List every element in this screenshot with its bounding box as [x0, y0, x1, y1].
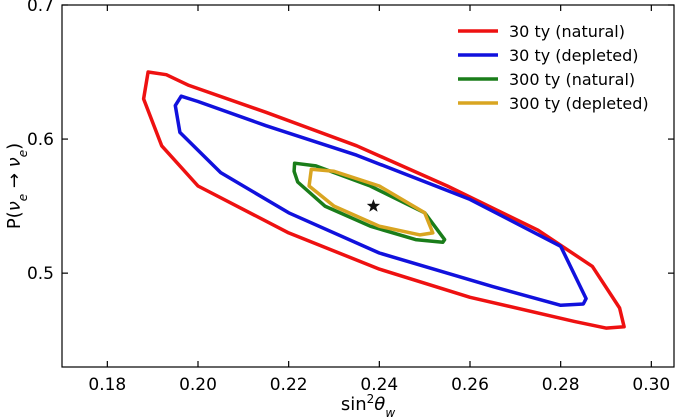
series-contour-4: [307, 167, 435, 237]
x-tick-label: 0.30: [632, 375, 670, 395]
tick-marks: [62, 4, 674, 367]
series-contour-3: [292, 161, 447, 245]
y-axis-label: P(νe → νe): [4, 143, 30, 229]
x-tick-label: 0.24: [360, 375, 398, 395]
x-tick-label: 0.20: [179, 375, 217, 395]
y-tick-label: 0.6: [27, 130, 54, 150]
x-tick-label: 0.26: [451, 375, 489, 395]
x-tick-label: 0.18: [88, 375, 126, 395]
best-fit-star-marker: [366, 199, 381, 212]
legend-label: 300 ty (depleted): [509, 94, 649, 113]
series-layer: [141, 70, 626, 330]
legend-label: 300 ty (natural): [509, 70, 635, 89]
marker-layer: [366, 199, 381, 212]
legend-label: 30 ty (depleted): [509, 46, 638, 65]
y-tick-label: 0.7: [27, 0, 54, 16]
series-contour-2: [173, 94, 588, 308]
x-tick-label: 0.22: [270, 375, 308, 395]
series-contour-1: [141, 70, 626, 330]
x-axis-label: sin2θw: [341, 392, 395, 418]
x-tick-label: 0.28: [542, 375, 580, 395]
y-tick-label: 0.5: [27, 264, 54, 284]
tick-labels: 0.18 0.20 0.22 0.24 0.26 0.28 0.30 0.5 0.6 0.7: [27, 0, 670, 395]
legend-label: 30 ty (natural): [509, 22, 625, 41]
legend: 30 ty (natural) 30 ty (depleted) 300 ty (n…: [458, 22, 649, 113]
